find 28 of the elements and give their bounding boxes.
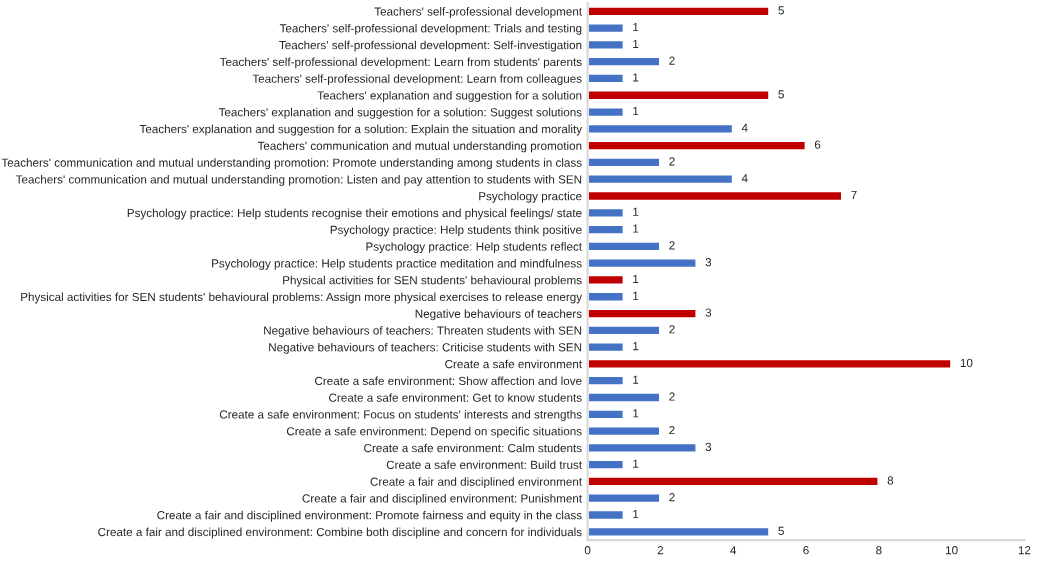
bar — [587, 239, 662, 253]
bar — [587, 475, 881, 488]
bar — [587, 206, 626, 220]
bar — [587, 323, 662, 337]
bar — [587, 307, 699, 320]
bar — [587, 55, 662, 69]
bar — [587, 172, 735, 186]
bar — [587, 508, 626, 522]
bar — [587, 407, 626, 421]
bar — [587, 391, 662, 404]
bar — [587, 441, 699, 455]
bar — [587, 374, 626, 388]
bar — [587, 273, 626, 287]
bar — [587, 105, 626, 119]
bar — [587, 156, 662, 169]
bar — [587, 223, 626, 237]
bar — [587, 72, 626, 85]
bar — [587, 525, 771, 539]
bar — [587, 4, 771, 18]
bar — [587, 88, 771, 102]
bar — [587, 189, 844, 203]
bar — [587, 139, 808, 153]
bar — [587, 256, 699, 270]
bar — [587, 290, 626, 304]
bar — [587, 491, 662, 505]
bar — [587, 424, 662, 438]
bar — [587, 458, 626, 472]
bar — [587, 122, 735, 136]
